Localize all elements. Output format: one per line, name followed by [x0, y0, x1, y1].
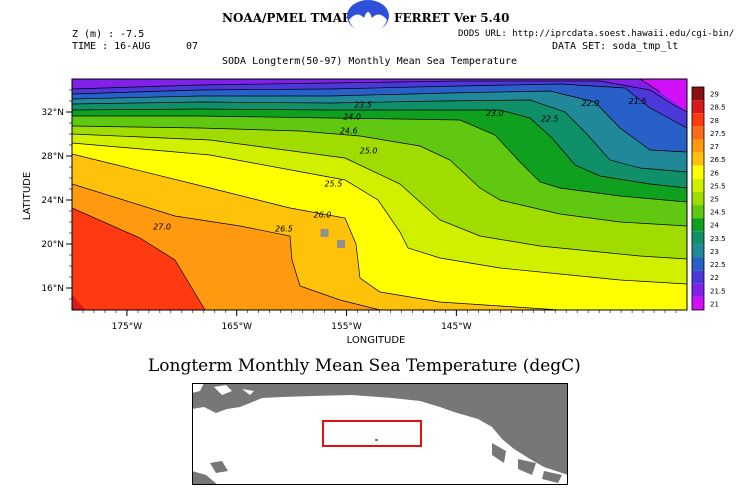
x-tick-label-2: 155°W [331, 322, 362, 332]
ferret-title-right: FERRET Ver 5.40 [394, 11, 510, 25]
dods-url: DODS URL: http://iprcdata.soest.hawaii.e… [458, 29, 735, 39]
colorbar-swatch-3 [692, 126, 704, 140]
colorbar-label-16: 21 [710, 300, 719, 308]
colorbar-label-15: 21.5 [710, 287, 726, 295]
colorbar-label-12: 23 [710, 248, 719, 256]
colorbar-swatch-11 [692, 231, 704, 245]
contour-label-7: 25.0 [360, 147, 378, 156]
colorbar-label-13: 22.5 [710, 261, 726, 269]
y-tick-label-2: 24°N [41, 196, 64, 206]
contour-label-4: 23.5 [354, 100, 372, 109]
x-axis-label: LONGITUDE [347, 335, 406, 346]
contour-label-6: 24.6 [340, 127, 358, 136]
colorbar-swatch-1 [692, 100, 704, 114]
y-tick-label-4: 32°N [41, 108, 64, 118]
contour-label-3: 23.0 [486, 109, 504, 118]
colorbar-label-3: 27.5 [710, 130, 726, 138]
contour-fill [72, 79, 687, 310]
contour-label-10: 26.5 [275, 225, 293, 234]
time-label: TIME : 16-AUG [72, 41, 151, 52]
map-caption: Longterm Monthly Mean Sea Temperature (d… [148, 356, 581, 376]
colorbar-swatch-13 [692, 257, 704, 271]
colorbar-swatch-15 [692, 283, 704, 297]
colorbar-swatch-0 [692, 87, 704, 101]
colorbar-label-7: 25.5 [710, 182, 726, 190]
x-axis: 175°W 165°W 155°W 145°W [82, 310, 677, 332]
contour-label-9: 26.0 [313, 210, 331, 219]
contour-label-2: 22.5 [541, 115, 559, 124]
y-tick-label-3: 28°N [41, 152, 64, 162]
temperature-chart: 21.5 22.0 22.5 23.0 23.5 24.0 24.6 25.0 25.5 26.0… [22, 78, 726, 346]
land-cell-1 [320, 229, 329, 237]
colorbar-swatch-9 [692, 205, 704, 219]
colorbar-label-4: 27 [710, 143, 719, 151]
contour-label-0: 21.5 [629, 97, 647, 106]
x-tick-label-1: 165°W [221, 322, 252, 332]
z-label: Z (m) : -7.5 [72, 29, 145, 40]
colorbar-swatch-14 [692, 270, 704, 284]
contour-labels: 21.5 22.0 22.5 23.0 23.5 24.0 24.6 25.0 25.5 26.0… [153, 97, 646, 234]
land-cells [320, 229, 346, 248]
colorbar: 29 28.5 28 27.5 27 26.5 26 25.5 25 24.5 24 23.5 23 22… [691, 86, 726, 311]
colorbar-swatch-2 [692, 113, 704, 127]
dataset-label: DATA SET: soda_tmp_lt [552, 41, 679, 52]
land-cell-0 [337, 240, 346, 248]
colorbar-swatch-8 [692, 191, 704, 206]
colorbar-label-6: 26 [710, 169, 719, 177]
x-tick-label-3: 145°W [441, 322, 472, 332]
colorbar-swatch-6 [692, 165, 704, 179]
time-extra: 07 [186, 41, 199, 52]
colorbar-label-9: 24.5 [710, 209, 726, 217]
colorbar-swatch-4 [692, 139, 704, 153]
colorbar-swatch-10 [692, 218, 704, 232]
contour-label-8: 25.5 [324, 180, 342, 189]
colorbar-label-2: 28 [710, 117, 719, 125]
colorbar-label-14: 22 [710, 274, 719, 282]
colorbar-label-11: 23.5 [710, 235, 726, 243]
contour-label-5: 24.0 [343, 112, 361, 121]
colorbar-swatch-16 [692, 296, 704, 310]
colorbar-label-5: 26.5 [710, 156, 726, 164]
y-axis: 16°N 20°N 24°N 28°N 32°N [41, 89, 72, 300]
chart-title: SODA Longterm(50-97) Monthly Mean Sea Te… [222, 56, 518, 67]
colorbar-swatch-12 [692, 244, 704, 258]
colorbar-swatch-5 [692, 152, 704, 166]
region-box [322, 420, 422, 447]
colorbar-label-8: 25 [710, 196, 719, 204]
colorbar-swatch-7 [692, 178, 704, 192]
noaa-logo-icon [347, 0, 389, 33]
y-axis-label: LATITUDE [22, 172, 33, 220]
contour-label-1: 22.0 [581, 99, 599, 108]
x-tick-label-0: 175°W [112, 322, 143, 332]
colorbar-label-0: 29 [710, 91, 719, 99]
colorbar-label-10: 24 [710, 222, 719, 230]
contour-label-11: 27.0 [153, 222, 171, 231]
ferret-title-left: NOAA/PMEL TMAP [222, 11, 352, 25]
locator-map [192, 383, 568, 485]
y-tick-label-1: 20°N [41, 240, 64, 250]
colorbar-label-1: 28.5 [710, 104, 726, 112]
y-tick-label-0: 16°N [41, 284, 64, 294]
